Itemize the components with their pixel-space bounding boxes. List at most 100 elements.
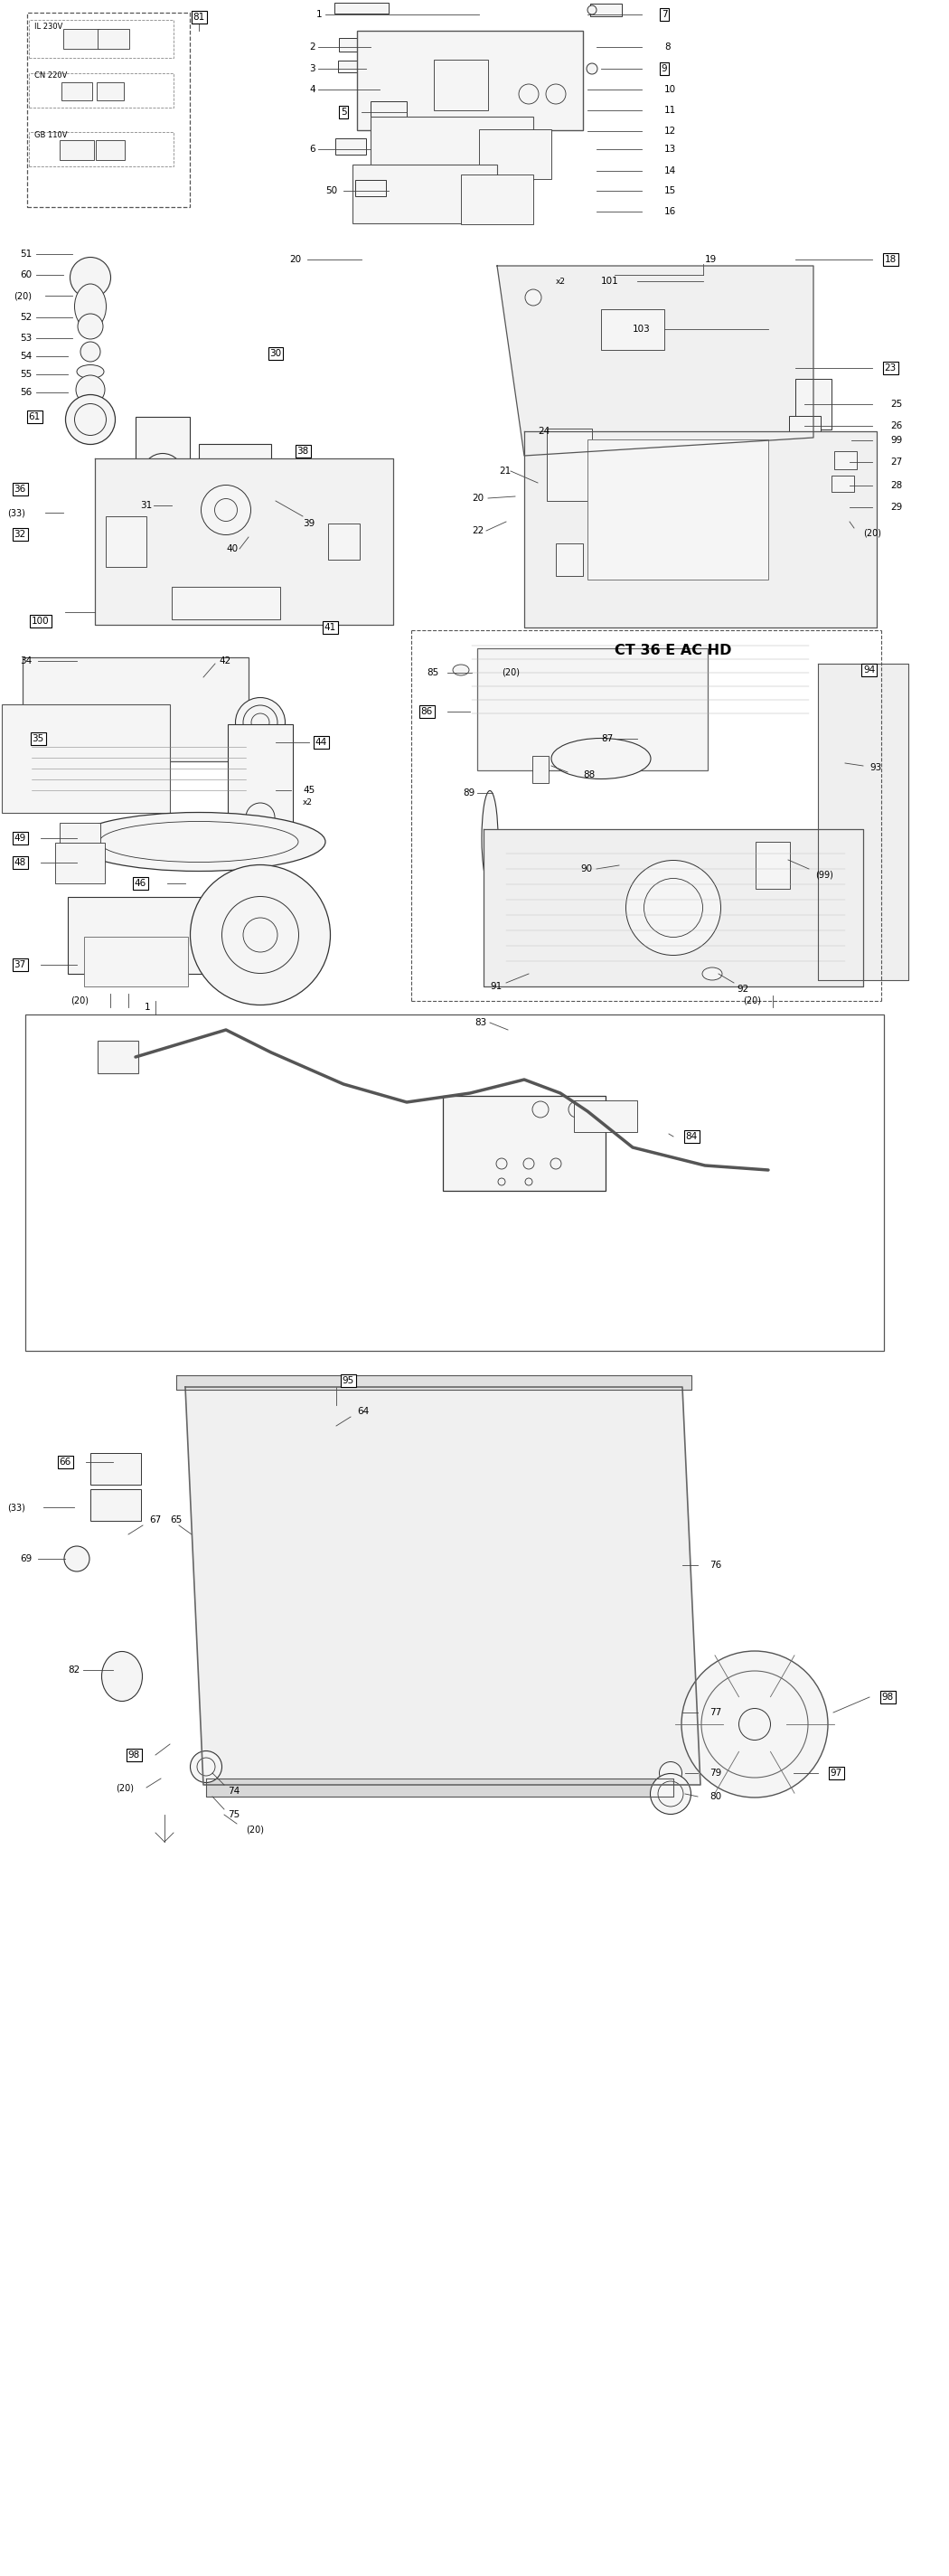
Polygon shape [484, 829, 864, 987]
Bar [518, 665, 534, 675]
Bar [28, 13, 190, 206]
Text: 64: 64 [357, 1406, 369, 1417]
Ellipse shape [788, 435, 807, 446]
Text: 45: 45 [303, 786, 315, 796]
Text: 28: 28 [890, 482, 902, 489]
Text: 82: 82 [67, 1667, 80, 1674]
Ellipse shape [551, 739, 651, 778]
Text: 54: 54 [20, 353, 32, 361]
Bar [172, 587, 280, 618]
Circle shape [701, 1672, 808, 1777]
Bar [434, 59, 488, 111]
Text: 10: 10 [664, 85, 676, 95]
Text: 11: 11 [664, 106, 677, 116]
Text: 101: 101 [601, 276, 619, 286]
Bar [84, 938, 188, 987]
Bar [789, 415, 820, 435]
Bar [338, 59, 363, 72]
Bar [352, 165, 497, 224]
Bar [28, 72, 174, 108]
Bar [55, 842, 104, 884]
Bar [831, 477, 854, 492]
Text: 89: 89 [463, 788, 474, 799]
Text: 97: 97 [830, 1770, 842, 1777]
Text: GB 110V: GB 110V [34, 131, 67, 139]
Polygon shape [177, 1376, 692, 1388]
Text: 38: 38 [297, 446, 308, 456]
Bar [335, 139, 366, 155]
Text: 2: 2 [309, 41, 315, 52]
Text: 32: 32 [14, 531, 26, 538]
Text: 85: 85 [427, 667, 438, 677]
Text: 87: 87 [601, 734, 613, 744]
Circle shape [142, 453, 183, 495]
Polygon shape [524, 430, 877, 629]
Bar [370, 116, 533, 180]
Polygon shape [818, 665, 908, 979]
Text: 22: 22 [472, 526, 484, 536]
Text: 51: 51 [20, 250, 32, 258]
Bar [28, 21, 174, 57]
Circle shape [532, 1103, 549, 1118]
Bar [574, 1100, 637, 1131]
Text: 60: 60 [20, 270, 31, 278]
Text: 83: 83 [474, 1018, 487, 1028]
Text: (20): (20) [116, 1783, 134, 1793]
Text: 42: 42 [218, 657, 231, 665]
Polygon shape [497, 265, 813, 456]
Text: 18: 18 [884, 255, 896, 263]
Circle shape [644, 878, 702, 938]
Text: 44: 44 [315, 737, 326, 747]
Text: (20): (20) [864, 528, 882, 536]
Text: 1: 1 [144, 1002, 151, 1012]
Bar [2, 703, 170, 814]
Ellipse shape [702, 969, 722, 979]
Text: (20): (20) [502, 667, 520, 677]
Text: 77: 77 [710, 1708, 721, 1718]
Polygon shape [95, 459, 393, 626]
Bar [97, 1041, 138, 1072]
Circle shape [214, 500, 237, 520]
Text: 8: 8 [664, 41, 670, 52]
Text: 91: 91 [490, 981, 502, 992]
Text: 69: 69 [20, 1553, 32, 1564]
Text: 56: 56 [20, 389, 32, 397]
Text: 21: 21 [499, 466, 511, 477]
Bar [199, 446, 271, 520]
Text: 65: 65 [170, 1515, 182, 1525]
Text: 6: 6 [309, 144, 315, 155]
Circle shape [519, 85, 539, 103]
Bar [136, 417, 190, 466]
Bar [59, 822, 100, 855]
Bar [461, 175, 533, 224]
Text: 84: 84 [685, 1131, 698, 1141]
Circle shape [65, 394, 115, 446]
Text: (20): (20) [246, 1826, 264, 1834]
Text: 3: 3 [309, 64, 315, 72]
Text: 88: 88 [583, 770, 595, 781]
Circle shape [626, 860, 721, 956]
Bar [91, 1453, 140, 1484]
Circle shape [523, 1159, 534, 1170]
Circle shape [243, 917, 277, 953]
Circle shape [251, 714, 270, 732]
Circle shape [76, 376, 104, 404]
Text: 46: 46 [134, 878, 146, 889]
Text: 25: 25 [890, 399, 902, 410]
Text: 4: 4 [309, 85, 315, 95]
Bar [28, 131, 174, 167]
Text: 1: 1 [316, 10, 323, 18]
Text: 19: 19 [705, 255, 716, 263]
Bar [556, 544, 583, 574]
Circle shape [190, 866, 330, 1005]
Bar [96, 139, 124, 160]
Text: x2: x2 [556, 278, 566, 286]
Ellipse shape [102, 1651, 142, 1700]
Circle shape [256, 1468, 264, 1473]
Text: 23: 23 [884, 363, 896, 374]
Text: 12: 12 [664, 126, 677, 137]
Bar [355, 180, 386, 196]
Text: CT 36 E AC HD: CT 36 E AC HD [615, 644, 732, 657]
Text: 52: 52 [20, 312, 32, 322]
Bar [64, 28, 100, 49]
